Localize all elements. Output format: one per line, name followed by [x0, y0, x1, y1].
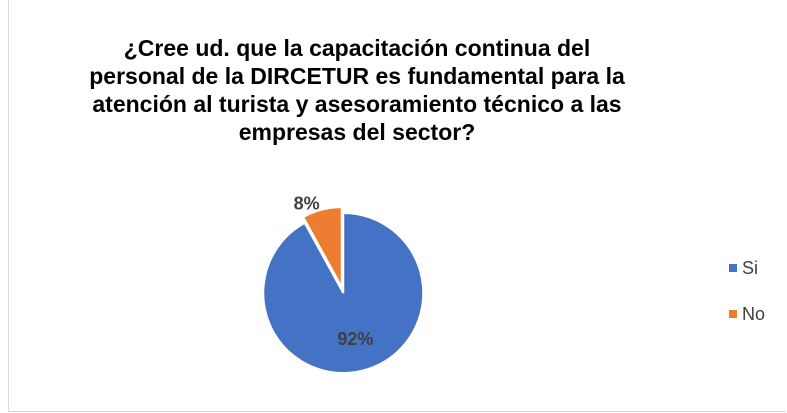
legend-swatch: [729, 264, 737, 272]
chart-title: ¿Cree ud. que la capacitación continua d…: [89, 35, 625, 145]
chart-frame: [8, 0, 786, 412]
legend-label: Si: [742, 258, 758, 278]
pie-slice: [301, 206, 343, 288]
pie-slice: [262, 211, 425, 374]
data-label: 8%: [294, 194, 320, 214]
data-label: 92%: [337, 329, 373, 349]
legend-label: No: [742, 304, 765, 324]
legend-swatch: [729, 310, 737, 318]
